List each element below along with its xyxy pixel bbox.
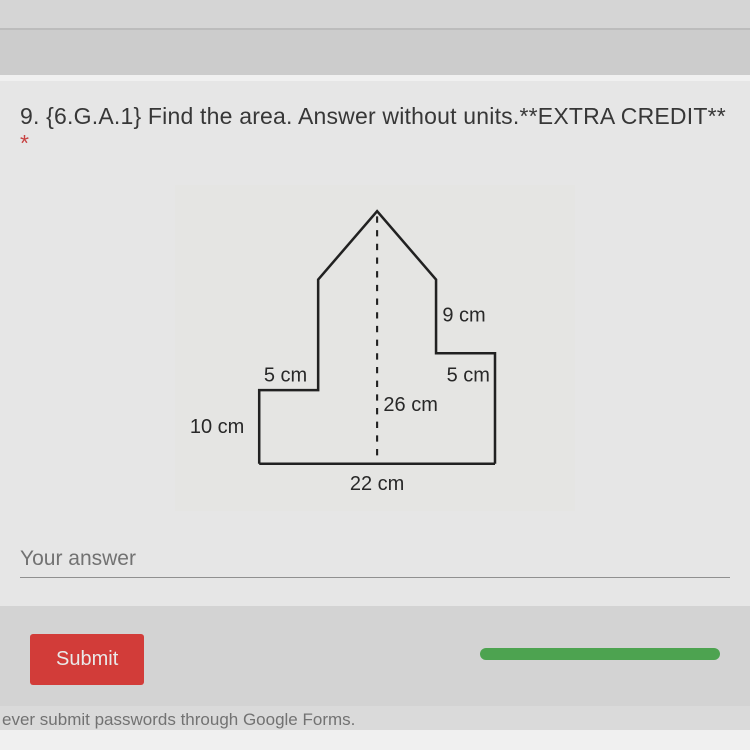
question-body: 9. {6.G.A.1} Find the area. Answer witho… — [20, 103, 726, 129]
question-card: 9. {6.G.A.1} Find the area. Answer witho… — [0, 81, 750, 606]
label-left-step: 5 cm — [264, 365, 307, 387]
figure-container: 10 cm 5 cm 5 cm 9 cm 26 cm 22 cm — [20, 165, 730, 523]
figure-bg — [175, 185, 575, 511]
footer-bar: Submit — [0, 606, 750, 706]
question-text: 9. {6.G.A.1} Find the area. Answer witho… — [20, 103, 730, 157]
answer-input-row[interactable]: Your answer — [20, 541, 730, 578]
label-right-top: 9 cm — [442, 305, 485, 327]
composite-shape-figure: 10 cm 5 cm 5 cm 9 cm 26 cm 22 cm — [175, 183, 575, 513]
label-right-step: 5 cm — [447, 365, 490, 387]
label-left-height: 10 cm — [190, 416, 244, 438]
answer-placeholder: Your answer — [20, 547, 136, 570]
label-center-height: 26 cm — [383, 394, 437, 416]
footer-note: ever submit passwords through Google For… — [0, 706, 750, 730]
top-bar — [0, 0, 750, 30]
required-asterisk: * — [20, 130, 29, 156]
submit-button[interactable]: Submit — [30, 634, 144, 685]
divider-bar — [0, 30, 750, 75]
progress-bar — [480, 648, 720, 660]
label-bottom-width: 22 cm — [350, 473, 404, 495]
